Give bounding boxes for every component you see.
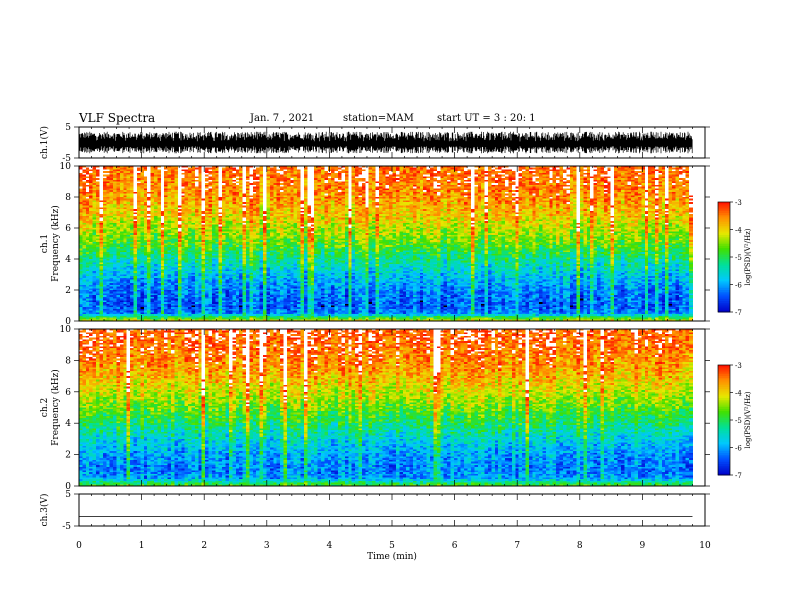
y-tick-label: 5	[65, 123, 71, 133]
ch1-spectrogram-cells	[79, 166, 693, 321]
ch1-waveform-trace	[79, 132, 692, 154]
ch1-ylabel: ch.1(V)	[39, 126, 50, 159]
ch1-waveform-panel: 5-5ch.1(V)	[39, 123, 710, 164]
vlf-figure: 5-5ch.1(V)0246810ch.1 Frequency (kHz)-3-4…	[0, 0, 792, 612]
